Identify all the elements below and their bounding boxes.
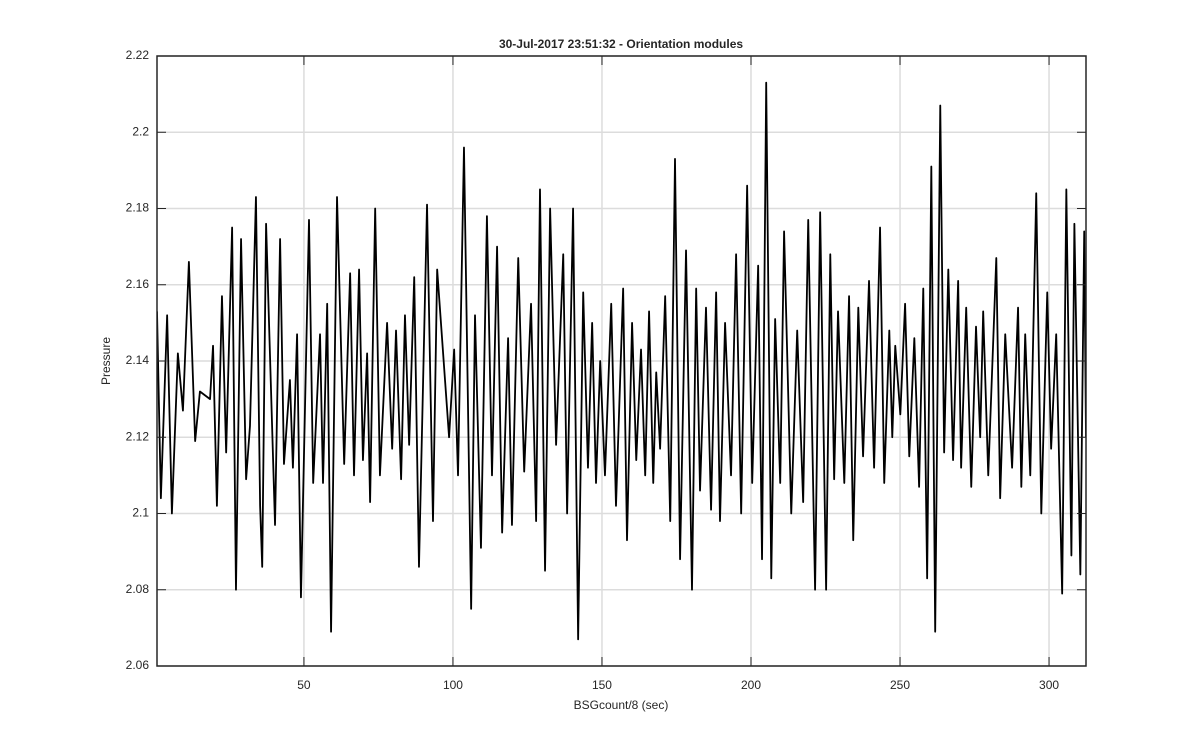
y-tick-label: 2.22 <box>126 48 150 62</box>
y-tick-label: 2.16 <box>126 277 150 291</box>
y-axis-label: Pressure <box>99 337 113 385</box>
x-tick-label: 100 <box>443 678 463 692</box>
x-tick-label: 150 <box>592 678 612 692</box>
chart-title: 30-Jul-2017 23:51:32 - Orientation modul… <box>499 37 743 51</box>
x-tick-label: 50 <box>297 678 311 692</box>
y-tick-label: 2.14 <box>126 353 150 367</box>
y-tick-label: 2.2 <box>132 124 149 138</box>
data-line <box>157 81 1086 641</box>
x-tick-label: 250 <box>890 678 910 692</box>
y-tick-label: 2.12 <box>126 429 150 443</box>
y-tick-label: 2.08 <box>126 582 150 596</box>
y-tick-label: 2.1 <box>132 506 149 520</box>
tick-layer: 2.06 2.08 2.1 2.12 2.14 2.16 2.18 2.2 2.22 50 100 1… <box>126 48 1086 692</box>
x-tick-label: 200 <box>741 678 761 692</box>
line-layer <box>157 81 1086 641</box>
y-tick-label: 2.06 <box>126 658 150 672</box>
y-tick-label: 2.18 <box>126 201 150 215</box>
x-tick-label: 300 <box>1039 678 1059 692</box>
x-axis-label: BSGcount/8 (sec) <box>574 698 669 712</box>
